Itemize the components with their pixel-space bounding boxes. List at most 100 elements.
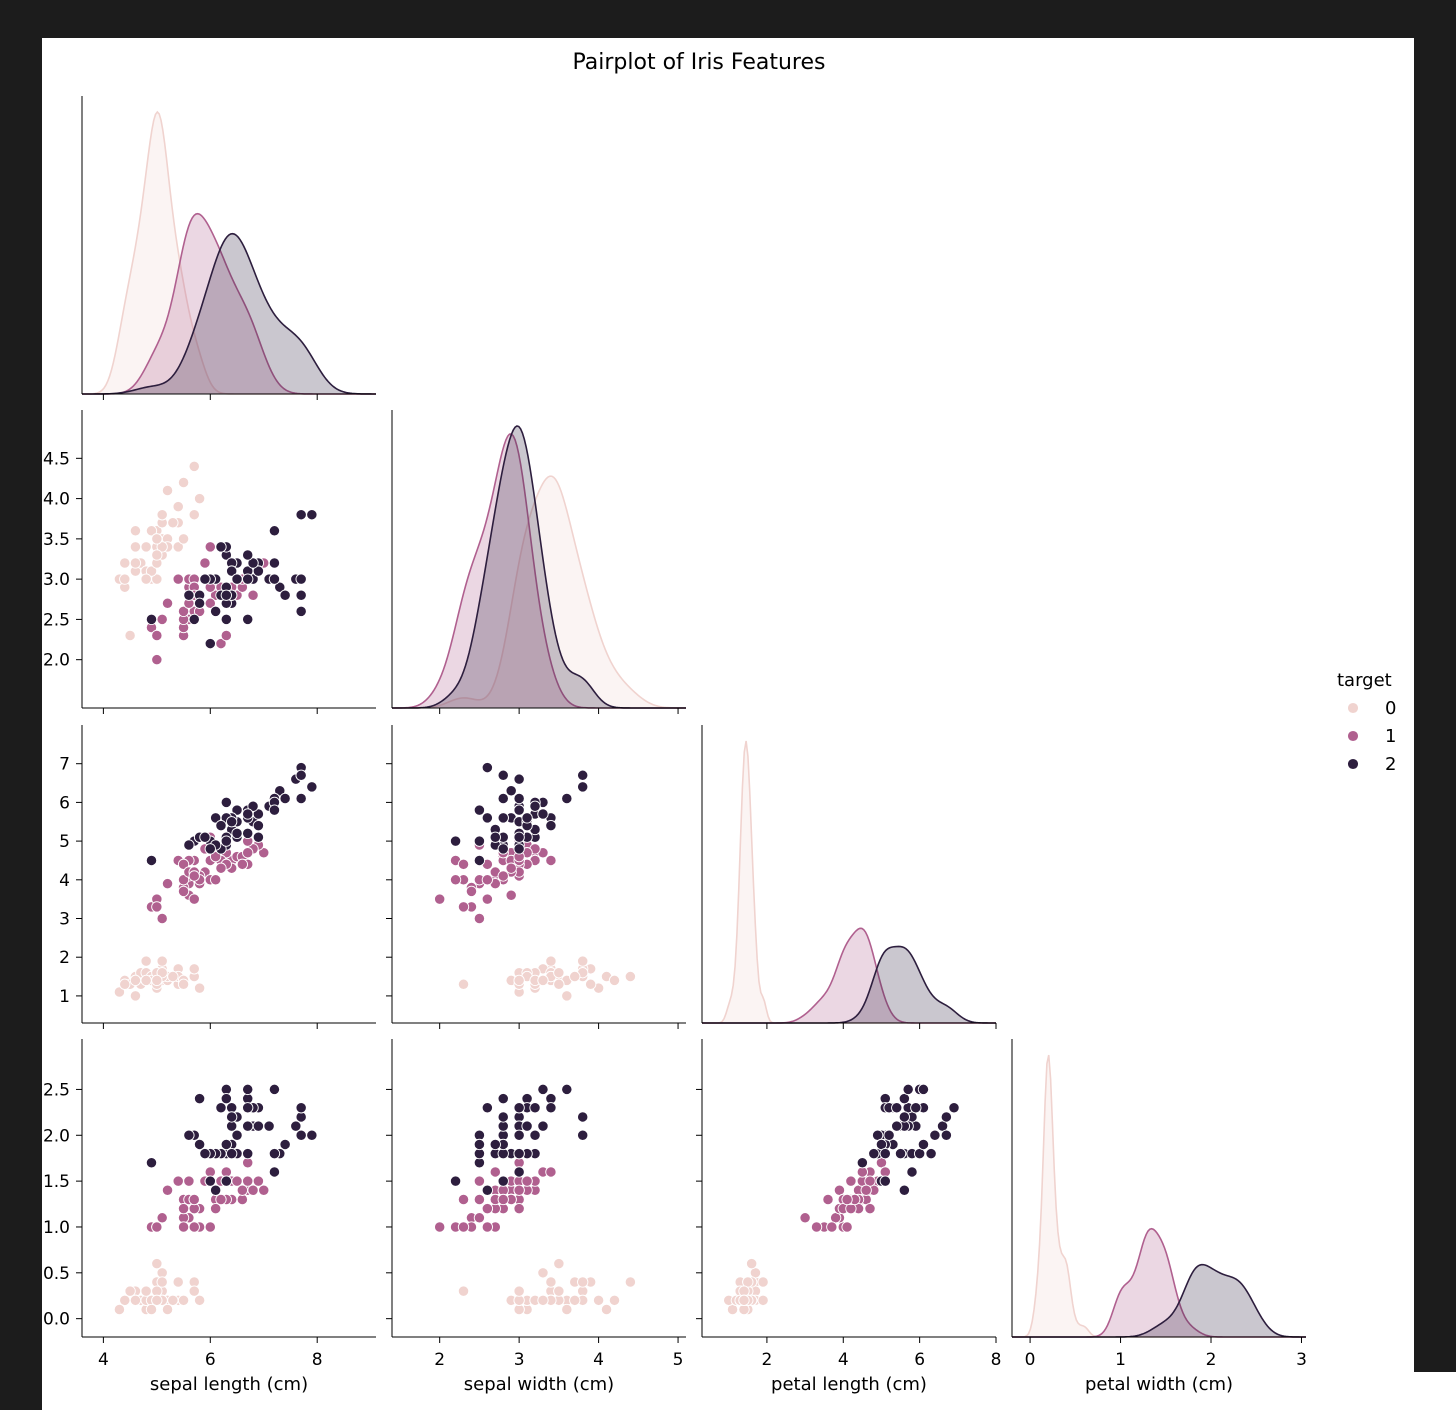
point-class-2 <box>242 808 254 820</box>
kde-fill-2 <box>392 426 686 708</box>
kde-line-0 <box>392 475 686 709</box>
point-class-2 <box>306 781 318 793</box>
point-class-2 <box>910 1102 922 1114</box>
point-class-2 <box>252 819 265 832</box>
point-class-2 <box>242 549 254 561</box>
legend-label: 2 <box>1385 754 1396 775</box>
point-class-1 <box>199 557 211 569</box>
point-class-1 <box>473 912 486 925</box>
point-class-1 <box>209 1202 222 1215</box>
point-class-1 <box>209 850 222 863</box>
point-class-0 <box>145 1303 158 1316</box>
point-class-0 <box>124 1285 136 1297</box>
point-class-1 <box>473 1212 486 1224</box>
point-class-2 <box>252 565 265 577</box>
point-class-2 <box>252 831 265 843</box>
point-class-0 <box>600 1303 613 1316</box>
y-tick-label: 2 <box>59 948 70 968</box>
point-class-1 <box>236 858 249 870</box>
y-tick-label: 6 <box>59 793 70 813</box>
point-class-2 <box>529 800 541 812</box>
x-tick-label: 6 <box>205 1350 216 1370</box>
point-class-2 <box>489 1138 501 1151</box>
point-class-1 <box>204 1221 216 1233</box>
point-class-0 <box>577 1276 589 1288</box>
point-class-2 <box>295 589 307 601</box>
x-tick-label: 4 <box>593 1350 604 1370</box>
y-tick-label: 4 <box>59 871 70 891</box>
point-class-1 <box>236 1184 249 1196</box>
point-class-1 <box>231 1175 243 1187</box>
point-class-0 <box>585 978 597 990</box>
point-class-0 <box>161 484 174 497</box>
point-class-1 <box>220 629 232 642</box>
legend-marker-1 <box>1347 730 1359 742</box>
point-class-1 <box>497 870 509 882</box>
point-class-1 <box>242 847 254 859</box>
point-class-0 <box>156 509 168 521</box>
point-class-2 <box>268 525 281 537</box>
point-class-1 <box>505 889 517 901</box>
point-class-1 <box>161 878 174 890</box>
point-class-1 <box>151 629 163 642</box>
y-tick-label: 7 <box>59 755 70 775</box>
point-class-2 <box>242 1102 254 1114</box>
point-class-2 <box>204 1175 216 1187</box>
point-class-2 <box>891 1120 903 1132</box>
point-class-2 <box>252 1120 265 1132</box>
point-class-2 <box>215 1102 227 1114</box>
point-class-2 <box>513 1147 525 1160</box>
point-class-2 <box>279 1138 291 1151</box>
panel-1-0 <box>76 410 376 714</box>
chart-title: Pairplot of Iris Features <box>573 50 826 75</box>
point-class-2 <box>204 637 216 650</box>
point-class-2 <box>902 1083 914 1096</box>
point-class-1 <box>473 1193 486 1206</box>
point-class-1 <box>465 885 478 898</box>
point-class-2 <box>529 1129 541 1141</box>
point-class-2 <box>521 1120 533 1132</box>
point-class-0 <box>513 974 525 987</box>
point-class-2 <box>279 792 291 805</box>
point-class-2 <box>879 1147 891 1160</box>
y-tick-label: 4.0 <box>43 490 70 510</box>
point-class-2 <box>529 1102 541 1114</box>
point-class-1 <box>177 885 190 898</box>
point-class-0 <box>537 1294 549 1306</box>
point-class-0 <box>161 1303 174 1316</box>
point-class-2 <box>497 1092 509 1105</box>
point-class-0 <box>577 955 589 967</box>
point-class-0 <box>569 1294 581 1306</box>
x-tick-label: 4 <box>98 1350 109 1370</box>
point-class-2 <box>231 827 243 840</box>
point-class-1 <box>177 1202 190 1215</box>
point-class-0 <box>545 955 557 967</box>
point-class-2 <box>545 819 557 832</box>
point-class-2 <box>247 557 259 569</box>
y-tick-label: 3 <box>59 910 70 930</box>
point-class-1 <box>505 862 517 874</box>
point-class-2 <box>268 1083 281 1096</box>
x-tick-label: 8 <box>991 1350 1002 1370</box>
point-class-0 <box>167 970 179 983</box>
x-tick-label: 3 <box>514 1350 525 1370</box>
y-tick-label: 2.5 <box>43 610 70 630</box>
point-class-2 <box>242 573 254 585</box>
x-axis-label: petal width (cm) <box>1085 1374 1233 1395</box>
point-class-0 <box>457 1285 470 1297</box>
point-class-2 <box>226 816 238 828</box>
point-class-0 <box>193 982 206 994</box>
point-class-2 <box>577 769 589 781</box>
point-class-1 <box>188 1221 200 1233</box>
point-class-2 <box>940 1129 953 1141</box>
point-class-2 <box>295 1102 307 1114</box>
point-class-0 <box>624 1276 637 1288</box>
point-class-1 <box>215 862 227 874</box>
point-class-2 <box>231 573 243 585</box>
point-class-2 <box>481 1102 493 1114</box>
point-class-0 <box>129 974 142 987</box>
point-class-1 <box>177 858 190 870</box>
x-tick-label: 0 <box>1025 1350 1036 1370</box>
point-class-2 <box>513 843 525 855</box>
point-class-0 <box>140 955 152 967</box>
